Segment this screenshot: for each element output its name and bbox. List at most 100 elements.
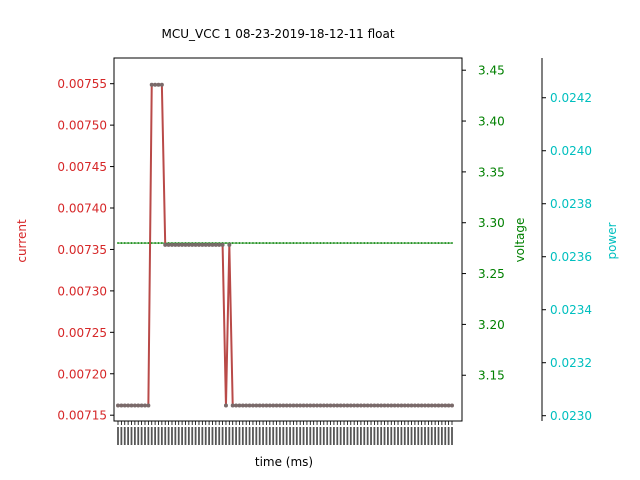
current-point	[244, 403, 249, 408]
voltage-point	[353, 242, 356, 244]
current-point	[166, 242, 171, 247]
x-tick-label-glyph	[268, 427, 271, 445]
x-tick-label-glyph	[393, 427, 396, 445]
voltage-tick-label: 3.40	[478, 115, 505, 129]
voltage-point	[160, 242, 163, 244]
voltage-point	[400, 242, 403, 244]
current-point	[207, 242, 212, 247]
current-point	[382, 403, 387, 408]
voltage-point	[154, 242, 157, 244]
voltage-point	[447, 242, 450, 244]
voltage-point	[407, 242, 410, 244]
current-point	[142, 403, 147, 408]
voltage-point	[150, 242, 153, 244]
current-point	[436, 403, 441, 408]
current-point	[433, 403, 438, 408]
current-tick-label: 0.00725	[57, 326, 107, 340]
x-tick-label-glyph	[360, 427, 362, 445]
voltage-point	[299, 242, 302, 244]
x-tick-label-glyph	[150, 427, 153, 445]
voltage-point	[326, 242, 329, 244]
x-tick-label-glyph	[427, 427, 430, 445]
current-point	[369, 403, 374, 408]
x-tick-label-glyph	[397, 427, 399, 445]
current-point	[419, 403, 424, 408]
series-layer	[116, 82, 454, 408]
voltage-point	[316, 242, 318, 244]
voltage-point	[144, 242, 146, 244]
voltage-tick-label: 3.45	[478, 64, 505, 78]
voltage-point	[302, 242, 305, 244]
current-point	[358, 403, 363, 408]
current-tick-label: 0.00740	[57, 202, 107, 216]
voltage-point	[235, 242, 237, 244]
voltage-point	[363, 242, 366, 244]
current-point	[342, 403, 347, 408]
current-point	[409, 403, 414, 408]
voltage-point	[420, 242, 423, 244]
x-tick-label-glyph	[306, 427, 308, 445]
x-tick-label-glyph	[302, 427, 305, 445]
x-tick-label-glyph	[356, 427, 359, 445]
x-tick-label-glyph	[252, 427, 254, 445]
current-point	[190, 242, 195, 247]
voltage-point	[346, 242, 349, 244]
voltage-point	[366, 242, 369, 244]
voltage-axis-label: voltage	[513, 218, 527, 263]
x-tick-label-glyph	[437, 427, 440, 445]
x-tick-label-glyph	[424, 427, 426, 445]
voltage-point	[440, 242, 443, 244]
voltage-point	[360, 242, 362, 244]
voltage-point	[427, 242, 430, 244]
voltage-point	[265, 242, 268, 244]
current-point	[237, 403, 242, 408]
current-point	[203, 242, 208, 247]
voltage-point	[403, 242, 406, 244]
current-point	[116, 403, 120, 408]
x-tick-label-glyph	[120, 427, 123, 445]
voltage-point	[424, 242, 426, 244]
x-tick-label-glyph	[127, 427, 130, 445]
power-axis: 0.0230 0.0232 0.0234 0.0236 0.0238 0.0240 0.02…	[541, 58, 592, 423]
current-point	[284, 403, 289, 408]
power-tick-label: 0.0234	[550, 303, 592, 317]
current-point	[379, 403, 384, 408]
current-point	[132, 403, 137, 408]
x-tick-label-glyph	[181, 427, 184, 445]
voltage-point	[430, 242, 433, 244]
x-tick-label-glyph	[248, 427, 251, 445]
x-tick-label-glyph	[154, 427, 157, 445]
x-tick-label-glyph	[319, 427, 322, 445]
current-point	[186, 242, 191, 247]
voltage-tick-label: 3.30	[478, 216, 505, 230]
current-point	[126, 403, 131, 408]
x-axis-ticks	[117, 421, 453, 445]
x-tick-label-glyph	[241, 427, 244, 445]
x-tick-label-glyph	[444, 427, 447, 445]
current-point	[180, 242, 185, 247]
current-point	[149, 82, 154, 87]
x-tick-label-glyph	[282, 427, 285, 445]
current-point	[450, 403, 454, 408]
current-point	[412, 403, 417, 408]
voltage-axis: 3.15 3.20 3.25 3.30 3.35 3.40 3.45	[462, 64, 505, 383]
x-tick-label-glyph	[285, 427, 288, 445]
current-point	[402, 403, 407, 408]
voltage-point	[285, 242, 288, 244]
voltage-point	[231, 242, 234, 244]
power-tick-label: 0.0230	[550, 409, 592, 423]
x-tick-label-glyph	[133, 427, 136, 445]
x-tick-label-glyph	[434, 427, 437, 445]
current-axis-label: current	[15, 219, 29, 263]
current-tick-label: 0.00750	[57, 119, 107, 133]
x-tick-label-glyph	[167, 427, 170, 445]
voltage-point	[383, 242, 386, 244]
voltage-point	[252, 242, 254, 244]
voltage-point	[380, 242, 383, 244]
current-point	[348, 403, 353, 408]
x-tick-label-glyph	[451, 427, 453, 445]
current-point	[331, 403, 336, 408]
current-point	[196, 242, 201, 247]
current-point	[439, 403, 444, 408]
current-point	[257, 403, 262, 408]
